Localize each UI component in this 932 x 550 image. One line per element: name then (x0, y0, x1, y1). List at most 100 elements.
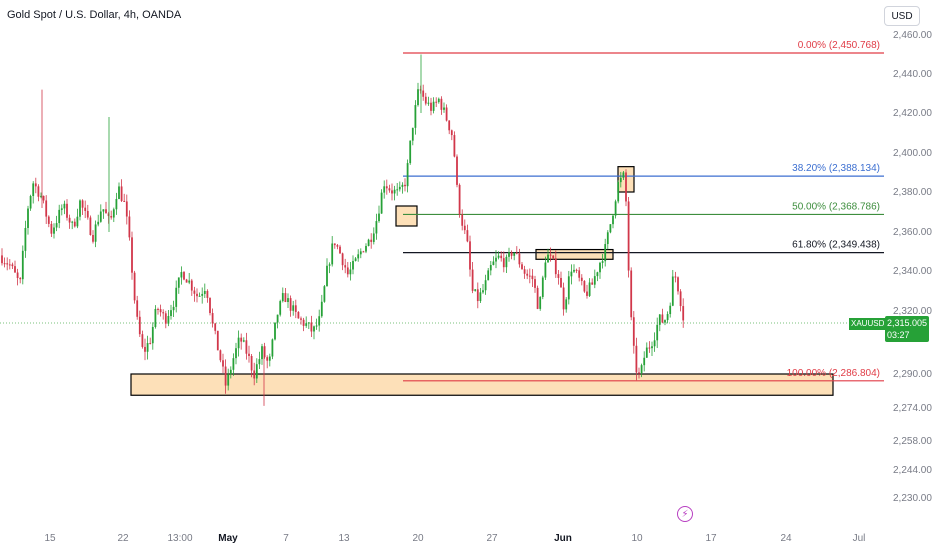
candle-body (198, 295, 201, 297)
candle (6, 257, 9, 271)
lightning-icon[interactable]: ⚡ (677, 506, 693, 522)
candle (664, 319, 666, 326)
candle (8, 259, 11, 270)
candle-body (146, 343, 149, 352)
candle (146, 335, 149, 360)
candle-body (554, 258, 557, 275)
candle (123, 193, 126, 202)
candle (76, 208, 79, 229)
candle (417, 82, 419, 107)
candle (604, 238, 607, 267)
candle-body (229, 369, 232, 375)
candle (141, 330, 144, 349)
candle-body (120, 186, 123, 201)
candle (287, 293, 289, 309)
candle (677, 276, 679, 295)
candle-body (679, 291, 682, 307)
candle-body (328, 264, 331, 266)
candle (482, 284, 484, 294)
candle-body (118, 186, 120, 199)
symbol-tag: XAUUSD (849, 318, 887, 330)
candle (596, 271, 599, 282)
candle (437, 97, 440, 104)
candle-body (214, 323, 217, 331)
candle (534, 275, 536, 293)
candle (198, 292, 201, 297)
candle-body (193, 290, 196, 294)
candle-body (411, 127, 414, 141)
candle-body (671, 276, 674, 306)
candle (144, 338, 146, 361)
y-tick-label: 2,320.000 (893, 306, 932, 317)
candle-body (643, 357, 646, 366)
candle-body (560, 277, 562, 288)
candle (588, 278, 591, 297)
candle (632, 311, 635, 354)
candle-body (604, 244, 607, 262)
support-zone[interactable] (130, 373, 834, 396)
candle-body (281, 293, 284, 302)
candle-body (453, 135, 456, 157)
candle (560, 271, 562, 288)
candle (601, 254, 604, 269)
candle (206, 289, 209, 303)
candle-body (430, 102, 432, 111)
y-tick-label: 2,340.000 (893, 266, 932, 277)
candle (250, 353, 253, 378)
candle-body (474, 289, 477, 291)
x-tick-label: 20 (412, 533, 424, 544)
candle (424, 92, 427, 106)
candle (274, 322, 276, 341)
price-axis[interactable]: 2,460.000 2,440.000 2,420.000 2,400.000 2,38… (893, 30, 932, 504)
candle (333, 243, 336, 249)
candle (261, 343, 263, 365)
candle (591, 278, 594, 285)
candle-body (40, 195, 42, 197)
candle (440, 96, 443, 115)
box-may-17[interactable] (395, 205, 418, 227)
candle-body (86, 210, 89, 218)
candle (362, 250, 365, 253)
candle-body (505, 256, 508, 268)
candle-body (240, 337, 243, 342)
candle (435, 97, 438, 108)
candle (240, 333, 243, 350)
candle (292, 300, 295, 316)
candle-body (591, 282, 594, 285)
candle (328, 262, 331, 274)
candle-body (570, 271, 573, 277)
candle (354, 257, 357, 262)
candle-body (1, 255, 3, 264)
candle (313, 325, 315, 340)
candle (474, 289, 477, 292)
candle (326, 258, 328, 287)
last-price-value: 2,315.005 (887, 318, 928, 328)
fib-retracement[interactable]: 0.00% (2,450.768) 38.20% (2,388.134) 50.00… (403, 40, 884, 382)
candle-body (567, 276, 570, 300)
candle (518, 248, 521, 268)
candle-body (497, 255, 500, 258)
candle-body (188, 280, 191, 283)
candle (578, 267, 581, 282)
candle (388, 184, 391, 193)
time-axis[interactable]: 15 22 13:00 May 7 13 20 27 Jun 10 17 24 Jul (44, 533, 865, 544)
candle-body (370, 239, 373, 242)
candle-body (471, 269, 474, 291)
candle-body (201, 293, 204, 296)
candle-body (362, 251, 365, 253)
candle (294, 299, 297, 319)
x-tick-label: 13:00 (167, 533, 192, 544)
candle (300, 316, 302, 325)
y-tick-label: 2,274.000 (893, 403, 932, 414)
candle (461, 209, 464, 231)
currency-button[interactable]: USD (884, 6, 920, 26)
box-jun-3[interactable] (535, 248, 614, 260)
candle (586, 284, 588, 299)
candle-body (305, 323, 308, 326)
candle-body (508, 252, 510, 257)
candle-body (648, 347, 651, 349)
candle (99, 204, 102, 223)
candle-body (682, 306, 685, 321)
candle (427, 96, 430, 106)
